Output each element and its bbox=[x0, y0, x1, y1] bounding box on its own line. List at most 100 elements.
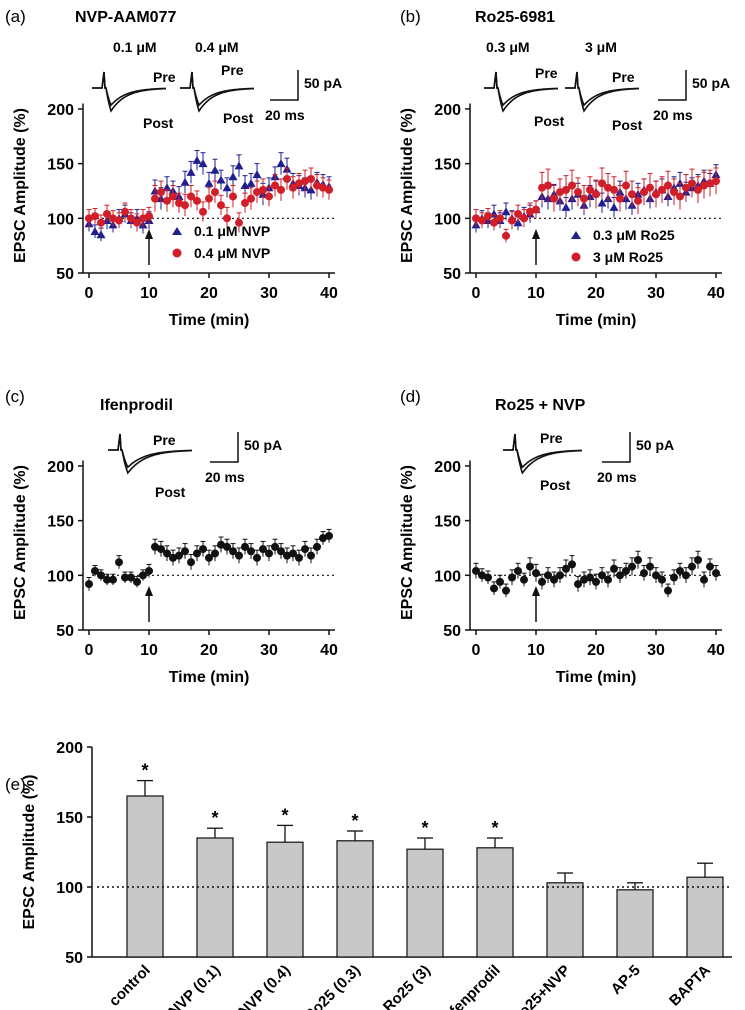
y-axis-label: EPSC Amplitude (%) bbox=[399, 108, 416, 263]
data-point bbox=[216, 175, 226, 184]
data-point bbox=[145, 212, 153, 221]
x-tick-label: 10 bbox=[527, 285, 545, 302]
data-point bbox=[139, 571, 147, 580]
legend-label: 0.3 μM Ro25 bbox=[593, 227, 675, 243]
data-point bbox=[484, 573, 492, 582]
data-point bbox=[580, 575, 588, 584]
data-point bbox=[652, 190, 660, 199]
x-tick-label: 10 bbox=[527, 642, 545, 659]
data-point bbox=[597, 198, 607, 207]
data-point bbox=[568, 560, 576, 569]
data-point bbox=[163, 196, 171, 205]
trace-1-post-trace bbox=[92, 71, 166, 113]
category-label: Ifenprodil bbox=[443, 962, 503, 1010]
data-point bbox=[109, 575, 117, 584]
data-point bbox=[622, 566, 630, 575]
y-tick-label: 200 bbox=[47, 459, 74, 476]
data-point bbox=[139, 214, 147, 223]
scale-bar bbox=[270, 70, 299, 101]
x-axis-label: Time (min) bbox=[556, 312, 637, 329]
data-point bbox=[712, 569, 720, 578]
trace-1-post-trace bbox=[108, 433, 192, 475]
series-1 bbox=[472, 167, 720, 243]
data-point bbox=[676, 566, 684, 575]
scale-bar bbox=[602, 432, 631, 463]
data-point bbox=[616, 194, 624, 203]
stimulus-arrow-head bbox=[145, 229, 153, 239]
data-point bbox=[151, 542, 159, 551]
scale-bar-current-label: 50 pA bbox=[692, 75, 730, 91]
bar bbox=[126, 795, 164, 958]
data-point bbox=[115, 558, 123, 567]
series-0 bbox=[472, 550, 720, 598]
data-point bbox=[628, 190, 636, 199]
data-point bbox=[127, 573, 135, 582]
data-point bbox=[247, 547, 255, 556]
data-point bbox=[586, 573, 594, 582]
bar bbox=[686, 876, 724, 958]
legend-marker bbox=[172, 248, 182, 258]
panel-a: (a) NVP-AAM077 50 100 150 200 0 10 20 30 40 Time (m… bbox=[5, 7, 342, 329]
data-point bbox=[658, 575, 666, 584]
y-tick-label: 100 bbox=[47, 568, 74, 585]
data-point bbox=[90, 226, 100, 235]
data-point bbox=[658, 185, 666, 194]
data-point bbox=[187, 192, 195, 201]
trace-1-post-trace bbox=[484, 71, 558, 113]
data-point bbox=[319, 183, 327, 192]
trace-post-label: Post bbox=[223, 110, 254, 126]
data-point bbox=[634, 196, 642, 205]
x-tick-label: 40 bbox=[707, 642, 725, 659]
data-point bbox=[301, 545, 309, 554]
y-tick-label: 100 bbox=[47, 211, 74, 228]
bar bbox=[476, 847, 514, 958]
data-point bbox=[694, 185, 702, 194]
trace-pre-label: Pre bbox=[535, 65, 558, 81]
data-point bbox=[688, 562, 696, 571]
scale-bar-current-label: 50 pA bbox=[636, 437, 674, 453]
data-point bbox=[121, 573, 129, 582]
x-tick-label: 10 bbox=[140, 285, 158, 302]
data-point bbox=[199, 545, 207, 554]
data-point bbox=[501, 207, 511, 216]
data-point bbox=[610, 185, 618, 194]
y-axis-label: EPSC Amplitude (%) bbox=[12, 108, 29, 263]
data-point bbox=[175, 199, 183, 207]
data-point bbox=[85, 580, 93, 589]
data-point bbox=[186, 167, 196, 176]
panel-label: (c) bbox=[5, 387, 25, 406]
scale-bar-time-label: 20 ms bbox=[653, 107, 693, 123]
legend-label: 0.4 μM NVP bbox=[194, 245, 270, 261]
y-tick-label: 100 bbox=[434, 211, 461, 228]
trace-2-post-trace bbox=[565, 71, 639, 113]
data-point bbox=[604, 575, 612, 584]
data-point bbox=[484, 212, 492, 221]
trace-post-label: Post bbox=[155, 484, 186, 500]
data-point bbox=[556, 571, 564, 580]
data-point bbox=[502, 231, 510, 240]
data-point bbox=[121, 207, 129, 216]
data-point bbox=[169, 192, 177, 201]
legend-label: 3 μM Ro25 bbox=[593, 249, 663, 265]
panel-title: Ifenprodil bbox=[100, 397, 173, 414]
data-point bbox=[211, 188, 219, 197]
stimulus-arrow-head bbox=[145, 586, 153, 596]
x-axis-label: Time (min) bbox=[556, 669, 637, 686]
category-label: Ro25+NVP bbox=[508, 962, 574, 1010]
panel-label: (a) bbox=[5, 7, 26, 26]
data-point bbox=[472, 214, 480, 223]
data-point bbox=[646, 562, 654, 571]
data-point bbox=[628, 562, 636, 571]
data-point bbox=[193, 196, 201, 205]
scale-bar-time-label: 20 ms bbox=[205, 469, 245, 485]
data-point bbox=[295, 179, 303, 188]
data-point bbox=[670, 573, 678, 582]
data-point bbox=[706, 179, 714, 188]
data-point bbox=[289, 183, 297, 192]
trace-post-label: Post bbox=[540, 477, 571, 493]
y-tick-label: 150 bbox=[434, 514, 461, 531]
data-point bbox=[277, 547, 285, 556]
data-point bbox=[175, 551, 183, 560]
data-point bbox=[103, 575, 111, 584]
data-point bbox=[313, 181, 321, 190]
